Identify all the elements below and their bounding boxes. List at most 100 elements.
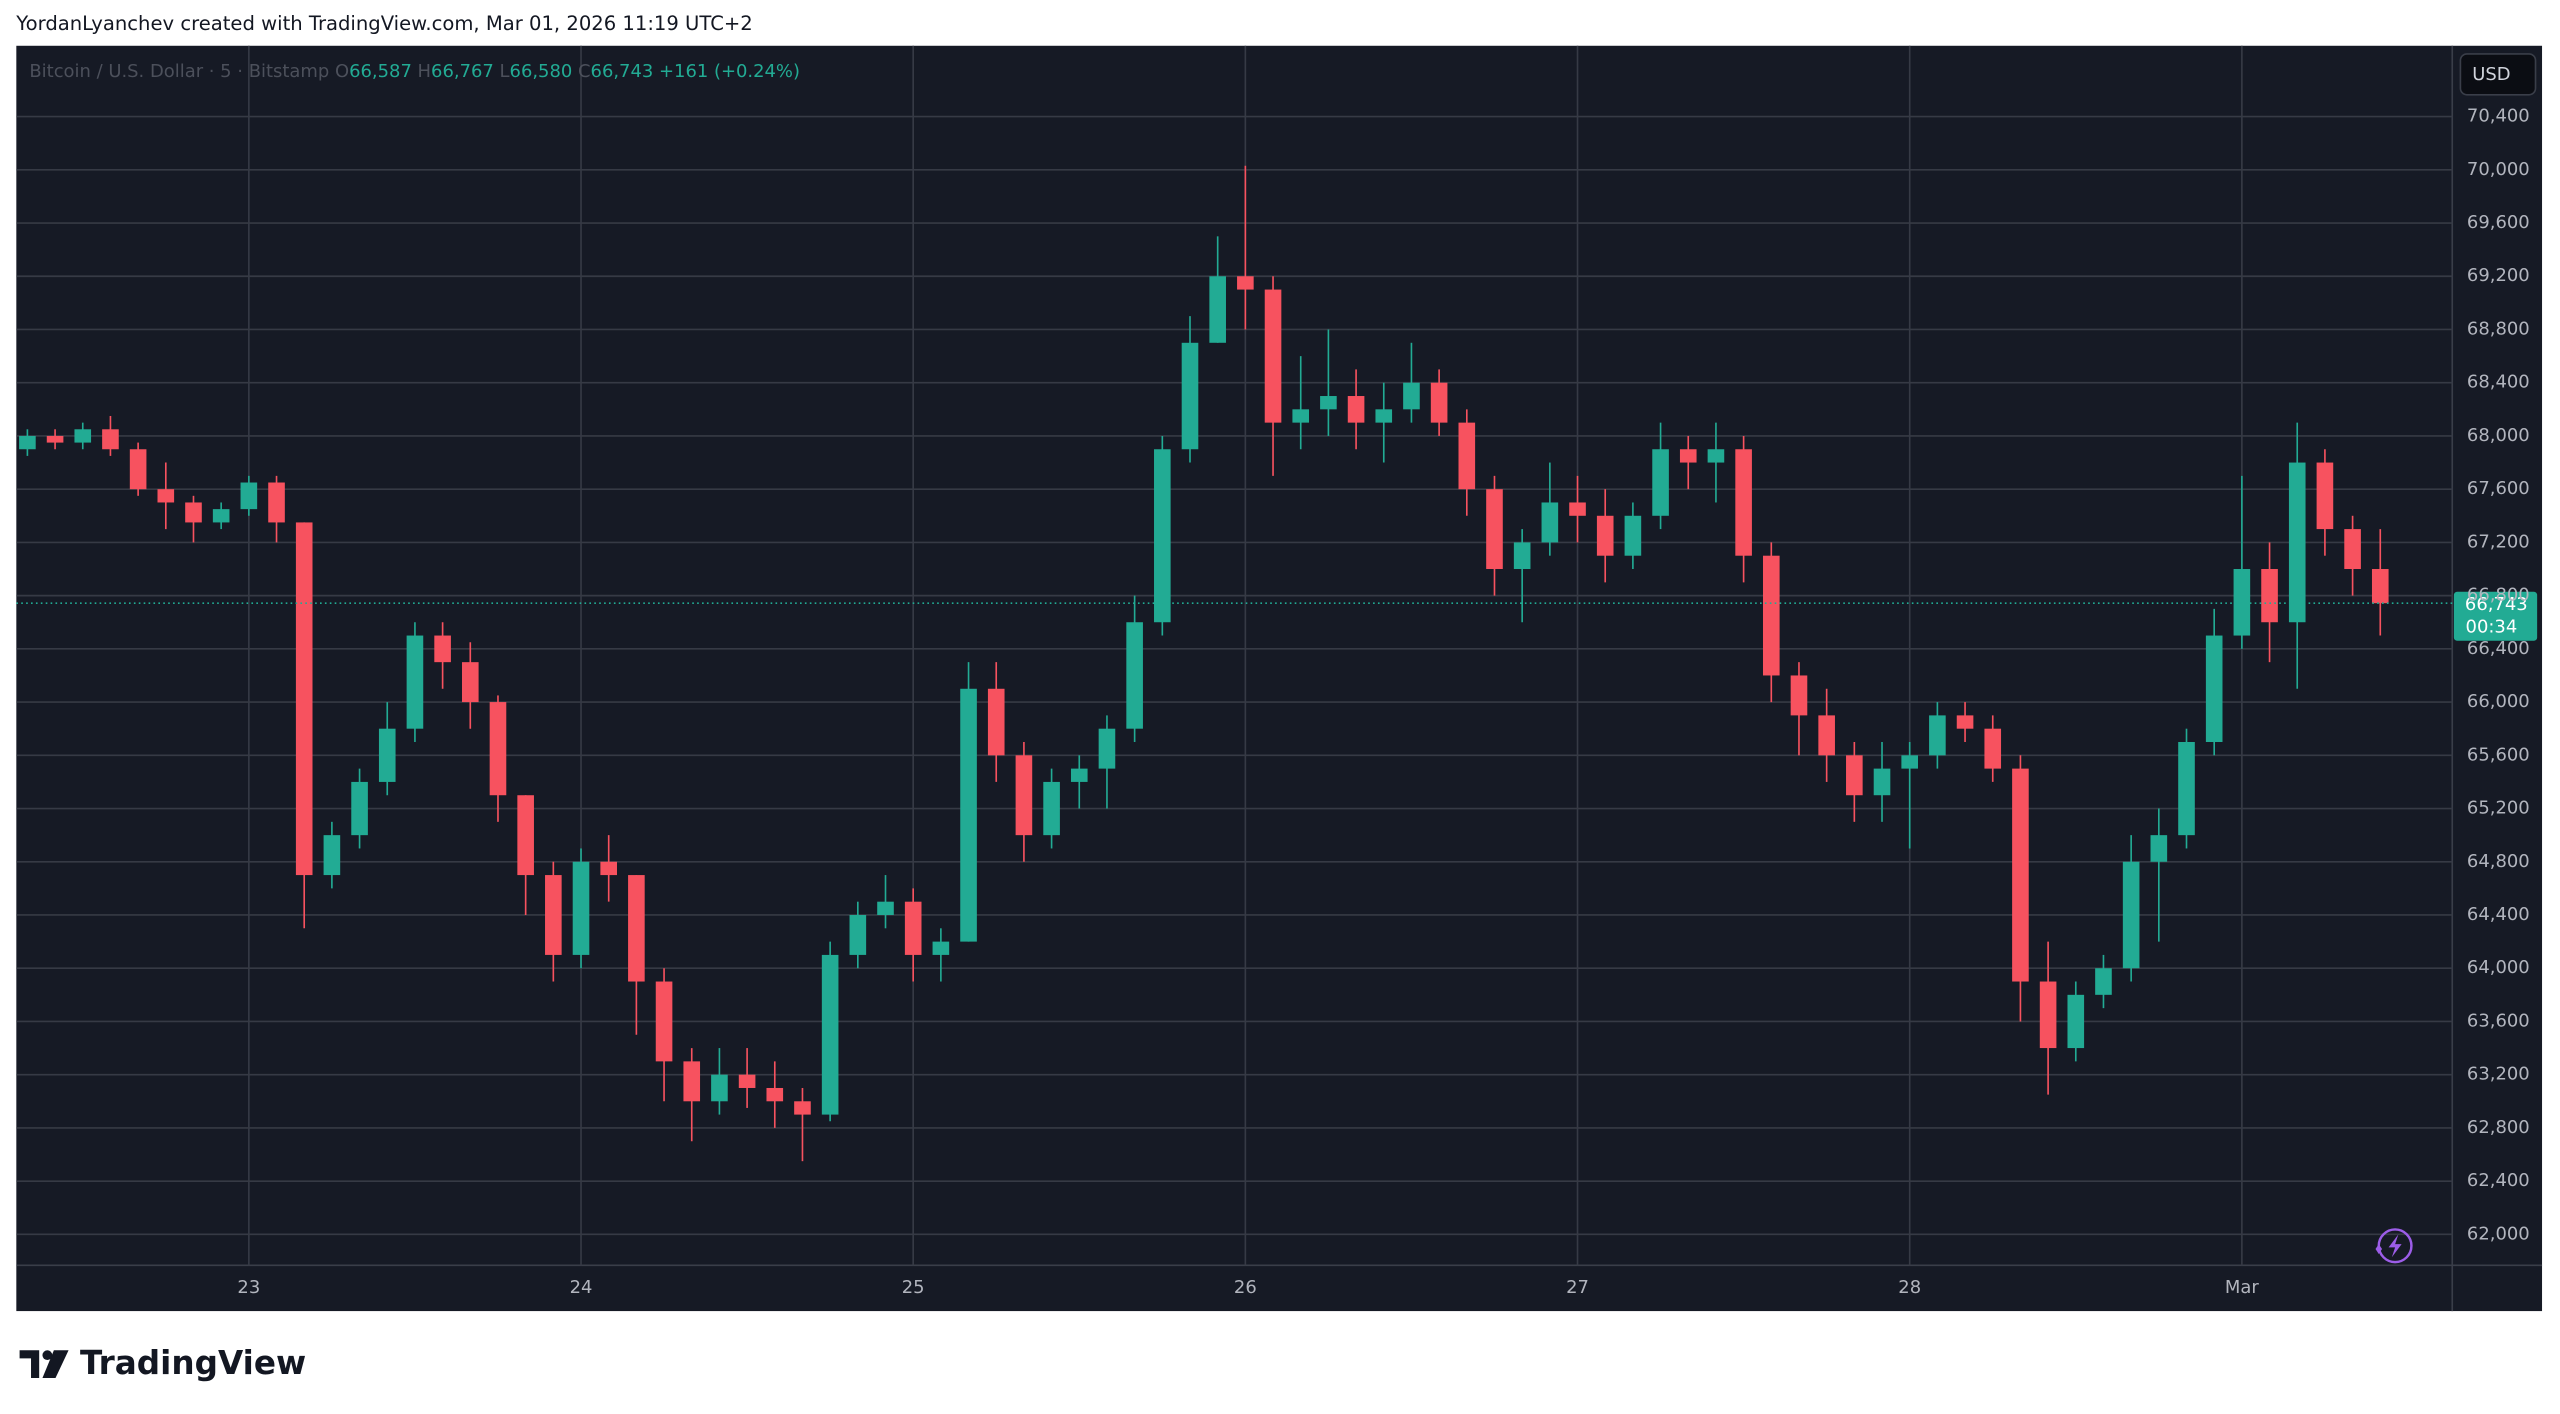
candle-body	[185, 502, 202, 523]
candle-body	[877, 901, 894, 915]
candle-body	[461, 662, 479, 703]
candle-body	[1458, 422, 1476, 490]
y-tick-label: 63,600	[2467, 1010, 2530, 1031]
candle-body	[1541, 502, 1559, 543]
x-tick-label: 28	[1898, 1277, 1921, 1298]
y-tick-label: 68,800	[2467, 318, 2530, 339]
candle-body	[766, 1087, 784, 1102]
candle-body	[1126, 622, 1143, 729]
candle-body	[1624, 515, 1642, 556]
candle-body	[2067, 994, 2085, 1049]
candle-body	[2371, 569, 2389, 604]
candle-body	[1873, 768, 1891, 796]
candle-body	[987, 688, 1005, 756]
candle-body	[268, 482, 285, 523]
candle-body	[517, 795, 534, 876]
candle-body	[1403, 382, 1420, 410]
candle-body	[932, 941, 950, 955]
candle-body	[2205, 635, 2223, 743]
currency-button[interactable]	[2459, 53, 2537, 96]
candle-body	[102, 429, 119, 450]
price-tag	[2453, 591, 2538, 641]
logo-mark	[19, 1350, 40, 1379]
candle-body	[655, 981, 673, 1062]
legend-h: H	[418, 61, 432, 82]
candle-body	[1652, 449, 1669, 516]
candle-body	[434, 635, 451, 663]
legend-open: 66,587	[349, 61, 412, 82]
y-tick-label: 66,000	[2467, 691, 2530, 712]
candle-body	[1237, 276, 1254, 290]
candle-body	[1901, 755, 1919, 769]
y-tick-label: 69,600	[2467, 212, 2530, 233]
y-tick-label: 69,200	[2467, 265, 2530, 286]
candle-body	[1569, 502, 1586, 516]
candle-body	[2039, 981, 2057, 1049]
candle-body	[1320, 396, 1337, 410]
price-tag-label: 66,743	[2465, 594, 2528, 615]
price-tag-countdown: 00:34	[2466, 617, 2518, 638]
y-tick-label: 65,600	[2467, 744, 2530, 765]
y-tick-label: 67,600	[2467, 478, 2530, 499]
candle-body	[295, 522, 313, 876]
brand-logo	[19, 1350, 69, 1379]
candle-body	[2122, 861, 2140, 969]
candle-body	[1679, 449, 1697, 463]
candle-body	[683, 1061, 701, 1102]
icon-spark[interactable]	[2375, 1244, 2383, 1254]
chart-background	[16, 45, 2543, 1312]
candle-body	[545, 875, 562, 955]
candle-body	[1181, 342, 1199, 450]
icon-bolt[interactable]	[2388, 1234, 2402, 1258]
currency-label[interactable]: USD	[2472, 64, 2510, 85]
y-tick-label: 64,800	[2467, 851, 2530, 872]
y-tick-label: 63,200	[2467, 1064, 2530, 1085]
x-tick-label: 24	[570, 1277, 593, 1298]
candle-body	[489, 702, 507, 796]
y-tick-label: 66,800	[2467, 585, 2530, 606]
y-tick-label: 62,000	[2467, 1223, 2530, 1244]
grid	[16, 45, 2453, 1266]
candle-body	[212, 509, 230, 523]
candle-body	[1430, 382, 1448, 423]
y-tick-label: 65,200	[2467, 798, 2530, 819]
candle-body	[240, 482, 258, 510]
candle-body	[1790, 675, 1808, 716]
candle-body	[19, 435, 36, 450]
candle-body	[1043, 781, 1060, 836]
legend-high: 66,767	[431, 61, 494, 82]
x-tick-label: 23	[237, 1277, 260, 1298]
candle-body	[711, 1074, 728, 1102]
y-tick-label: 68,400	[2467, 372, 2530, 393]
candle-body	[2316, 462, 2334, 530]
legend-change: +161 (+0.24%)	[659, 61, 800, 82]
candles	[19, 165, 2389, 1162]
candle-body	[2288, 462, 2306, 623]
lightning-icon[interactable]	[2375, 1228, 2413, 1264]
candle-body	[2150, 835, 2168, 862]
candle-body	[572, 861, 590, 955]
y-tick-label: 64,400	[2467, 904, 2530, 925]
candle-body	[1735, 449, 1752, 556]
y-tick-label: 70,000	[2467, 159, 2530, 180]
candle-body	[1707, 449, 1725, 463]
candle-body	[1154, 449, 1171, 623]
candle-body	[1846, 755, 1863, 796]
y-tick-label: 66,400	[2467, 638, 2530, 659]
candle-body	[1070, 768, 1088, 782]
legend-close: 66,743	[591, 61, 654, 82]
candle-body	[157, 489, 175, 503]
candle-body	[1513, 542, 1531, 570]
legend-o: O	[335, 61, 349, 82]
y-tick-label: 62,400	[2467, 1170, 2530, 1191]
candle-body	[2261, 569, 2278, 623]
legend: Bitcoin / U.S. Dollar · 5 · Bitstamp O66…	[29, 61, 800, 82]
y-tick-label: 64,000	[2467, 957, 2530, 978]
candle-body	[628, 875, 645, 982]
legend-symbol: Bitcoin / U.S. Dollar · 5 · Bitstamp	[29, 61, 329, 82]
attribution: YordanLyanchev created with TradingView.…	[15, 12, 752, 35]
candle-body	[323, 835, 341, 876]
